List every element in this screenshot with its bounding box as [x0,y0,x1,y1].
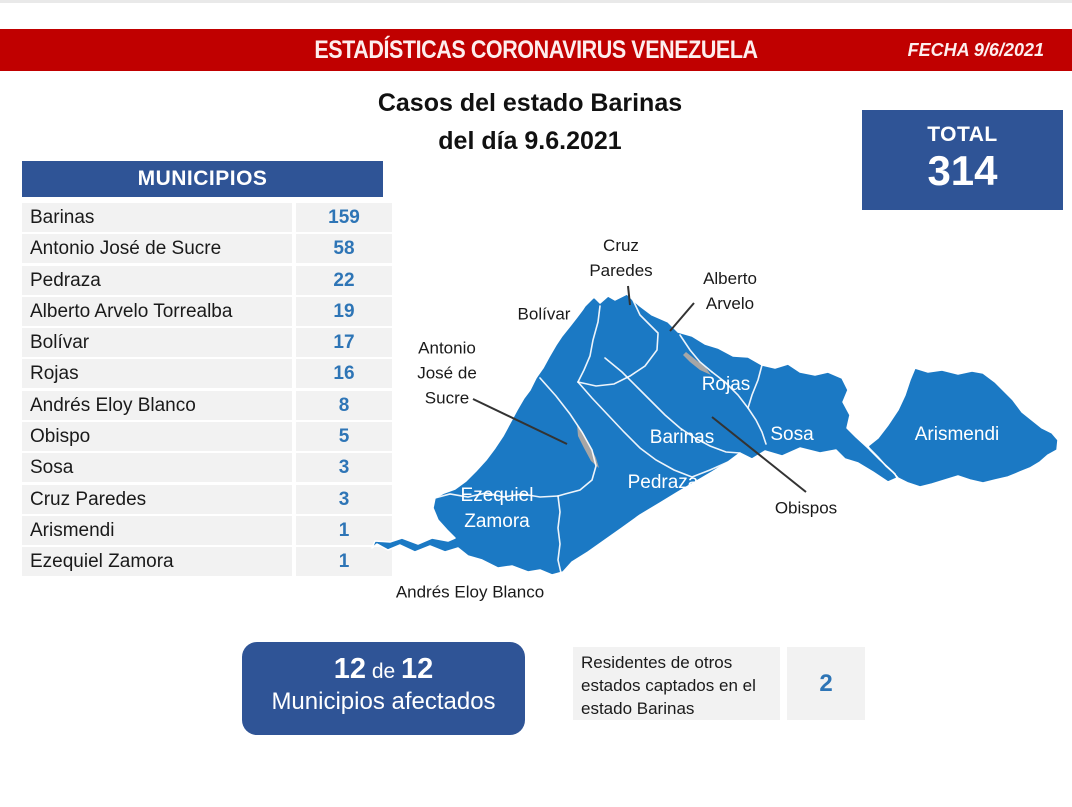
municipality-name: Rojas [22,359,292,389]
municipality-count: 1 [296,547,392,577]
affected-count-1: 12 [333,653,366,685]
table-row: Arismendi 1 [22,515,392,545]
total-box: TOTAL 314 [862,110,1063,210]
total-label: TOTAL [927,123,998,146]
map-svg [371,285,1059,576]
map-label-barinas: Barinas [649,427,715,448]
header-bar: ESTADÍSTICAS CORONAVIRUS VENEZUELA FECHA… [0,29,1072,71]
municipality-name: Cruz Paredes [22,484,292,514]
municipality-count: 1 [296,515,392,545]
map-label-alberto-arvelo: Alberto Arvelo [703,269,757,313]
municipality-table: Barinas 159 Antonio José de Sucre 58 Pedraza… [22,203,392,577]
map-pointer-lines [472,285,807,493]
table-row: Alberto Arvelo Torrealba 19 [22,296,392,326]
affected-caption: Municipios afectados [271,688,496,715]
map-label-cruz-paredes: Cruz Paredes [589,236,653,280]
affected-count-2: 12 [401,653,434,685]
map-label-andres-eloy-blanco: Andrés Eloy Blanco [395,582,545,602]
map-label-rojas: Rojas [701,374,751,395]
map-label-ezequiel-zamora: Ezequiel Zamora [460,485,534,532]
municipality-name: Andrés Eloy Blanco [22,390,292,420]
table-row: Pedraza 22 [22,265,392,295]
pointer-obispos [711,416,807,493]
residents-count: 2 [787,647,865,720]
municipality-name: Ezequiel Zamora [22,547,292,577]
map-label-obispos: Obispos [774,498,838,518]
page-title: Casos del estado Barinas del día 9.6.202… [340,84,720,160]
table-row: Ezequiel Zamora 1 [22,547,392,577]
pointer-cruz-paredes [627,285,631,306]
municipality-count: 19 [296,296,392,326]
municipality-name: Barinas [22,203,292,232]
municipality-count: 22 [296,265,392,295]
municipality-count: 5 [296,422,392,452]
total-value: 314 [927,147,998,194]
header-date: FECHA 9/6/2021 [907,40,1044,60]
map-label-arismendi: Arismendi [914,424,1000,445]
map-shape-main [371,293,898,576]
affected-count-sep: de [365,660,402,683]
map-gray-patch-north [683,352,711,375]
municipality-count: 159 [296,203,392,232]
residents-note: Residentes de otros estados captados en … [573,647,780,720]
affected-count: 12 de 12 [242,653,525,686]
municipality-count: 16 [296,359,392,389]
table-header: MUNICIPIOS [22,161,383,197]
map-municipal-borders [434,299,896,574]
municipality-count: 58 [296,234,392,264]
pointer-antonio-jose-de-sucre [472,398,568,445]
municipality-name: Obispo [22,422,292,452]
barinas-state-map: Cruz Paredes Alberto Arvelo Bolívar Antonio Jo… [370,228,1072,610]
map-label-antonio-jose-de-sucre: Antonio José de Sucre [417,338,477,408]
affected-summary-box: 12 de 12 Municipios afectados [242,642,525,735]
table-row: Obispo 5 [22,422,392,452]
municipality-count: 3 [296,484,392,514]
table-row: Antonio José de Sucre 58 [22,234,392,264]
map-label-bolivar: Bolívar [517,304,571,324]
table-row: Rojas 16 [22,359,392,389]
pointer-alberto-arvelo [669,302,695,332]
municipality-name: Sosa [22,453,292,483]
municipality-name: Alberto Arvelo Torrealba [22,296,292,326]
table-row: Barinas 159 [22,203,392,232]
municipality-name: Bolívar [22,328,292,358]
table-row: Sosa 3 [22,453,392,483]
table-row: Andrés Eloy Blanco 8 [22,390,392,420]
municipality-count: 3 [296,453,392,483]
municipality-count: 8 [296,390,392,420]
map-label-sosa: Sosa [770,424,814,445]
municipality-name: Pedraza [22,265,292,295]
municipality-name: Antonio José de Sucre [22,234,292,264]
header-title: ESTADÍSTICAS CORONAVIRUS VENEZUELA [314,36,758,64]
table-row: Bolívar 17 [22,328,392,358]
table-row: Cruz Paredes 3 [22,484,392,514]
municipality-count: 17 [296,328,392,358]
map-label-pedraza: Pedraza [627,472,699,493]
municipality-name: Arismendi [22,515,292,545]
top-border [0,0,1072,3]
page-title-line2: del día 9.6.2021 [438,127,622,155]
page-title-line1: Casos del estado Barinas [377,89,683,117]
